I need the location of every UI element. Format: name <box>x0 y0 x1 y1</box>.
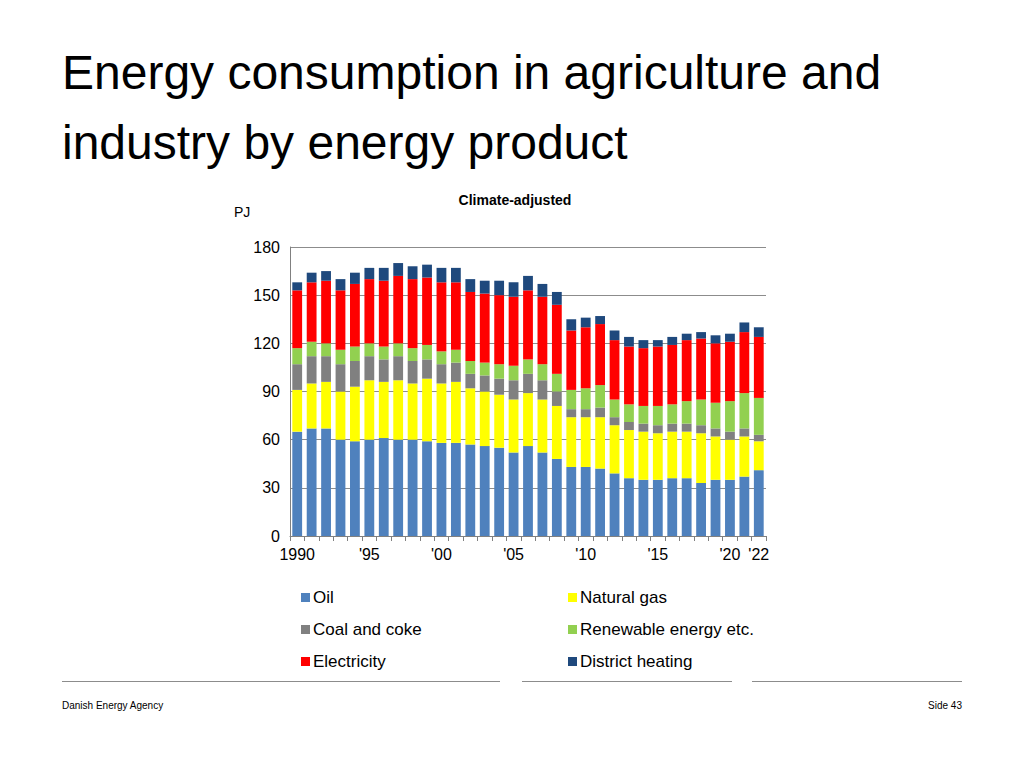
svg-text:'10: '10 <box>575 546 596 563</box>
svg-text:District heating: District heating <box>580 652 692 671</box>
svg-text:120: 120 <box>253 335 280 352</box>
svg-text:'95: '95 <box>359 546 380 563</box>
svg-text:1990: 1990 <box>279 546 315 563</box>
svg-text:Oil: Oil <box>313 588 334 607</box>
html-text:Danish Energy Agency: Danish Energy Agency <box>62 700 164 711</box>
svg-text:Coal and coke: Coal and coke <box>313 620 422 639</box>
svg-text:60: 60 <box>262 431 280 448</box>
svg-text:PJ: PJ <box>234 204 250 220</box>
svg-text:'20: '20 <box>720 546 741 563</box>
svg-text:Renewable energy etc.: Renewable energy etc. <box>580 620 754 639</box>
html-text:Side 43: Side 43 <box>928 700 962 711</box>
svg-text:90: 90 <box>262 383 280 400</box>
svg-text:Climate-adjusted: Climate-adjusted <box>459 192 572 208</box>
svg-text:'22: '22 <box>748 546 769 563</box>
svg-text:'00: '00 <box>431 546 452 563</box>
svg-text:'05: '05 <box>503 546 524 563</box>
svg-text:Natural gas: Natural gas <box>580 588 667 607</box>
html-text:Energy consumption in agricult: Energy consumption in agriculture and in… <box>62 46 882 169</box>
svg-text:30: 30 <box>262 479 280 496</box>
svg-text:180: 180 <box>253 239 280 256</box>
svg-text:0: 0 <box>271 528 280 545</box>
svg-text:Electricity: Electricity <box>313 652 386 671</box>
svg-text:150: 150 <box>253 287 280 304</box>
svg-text:'15: '15 <box>647 546 668 563</box>
